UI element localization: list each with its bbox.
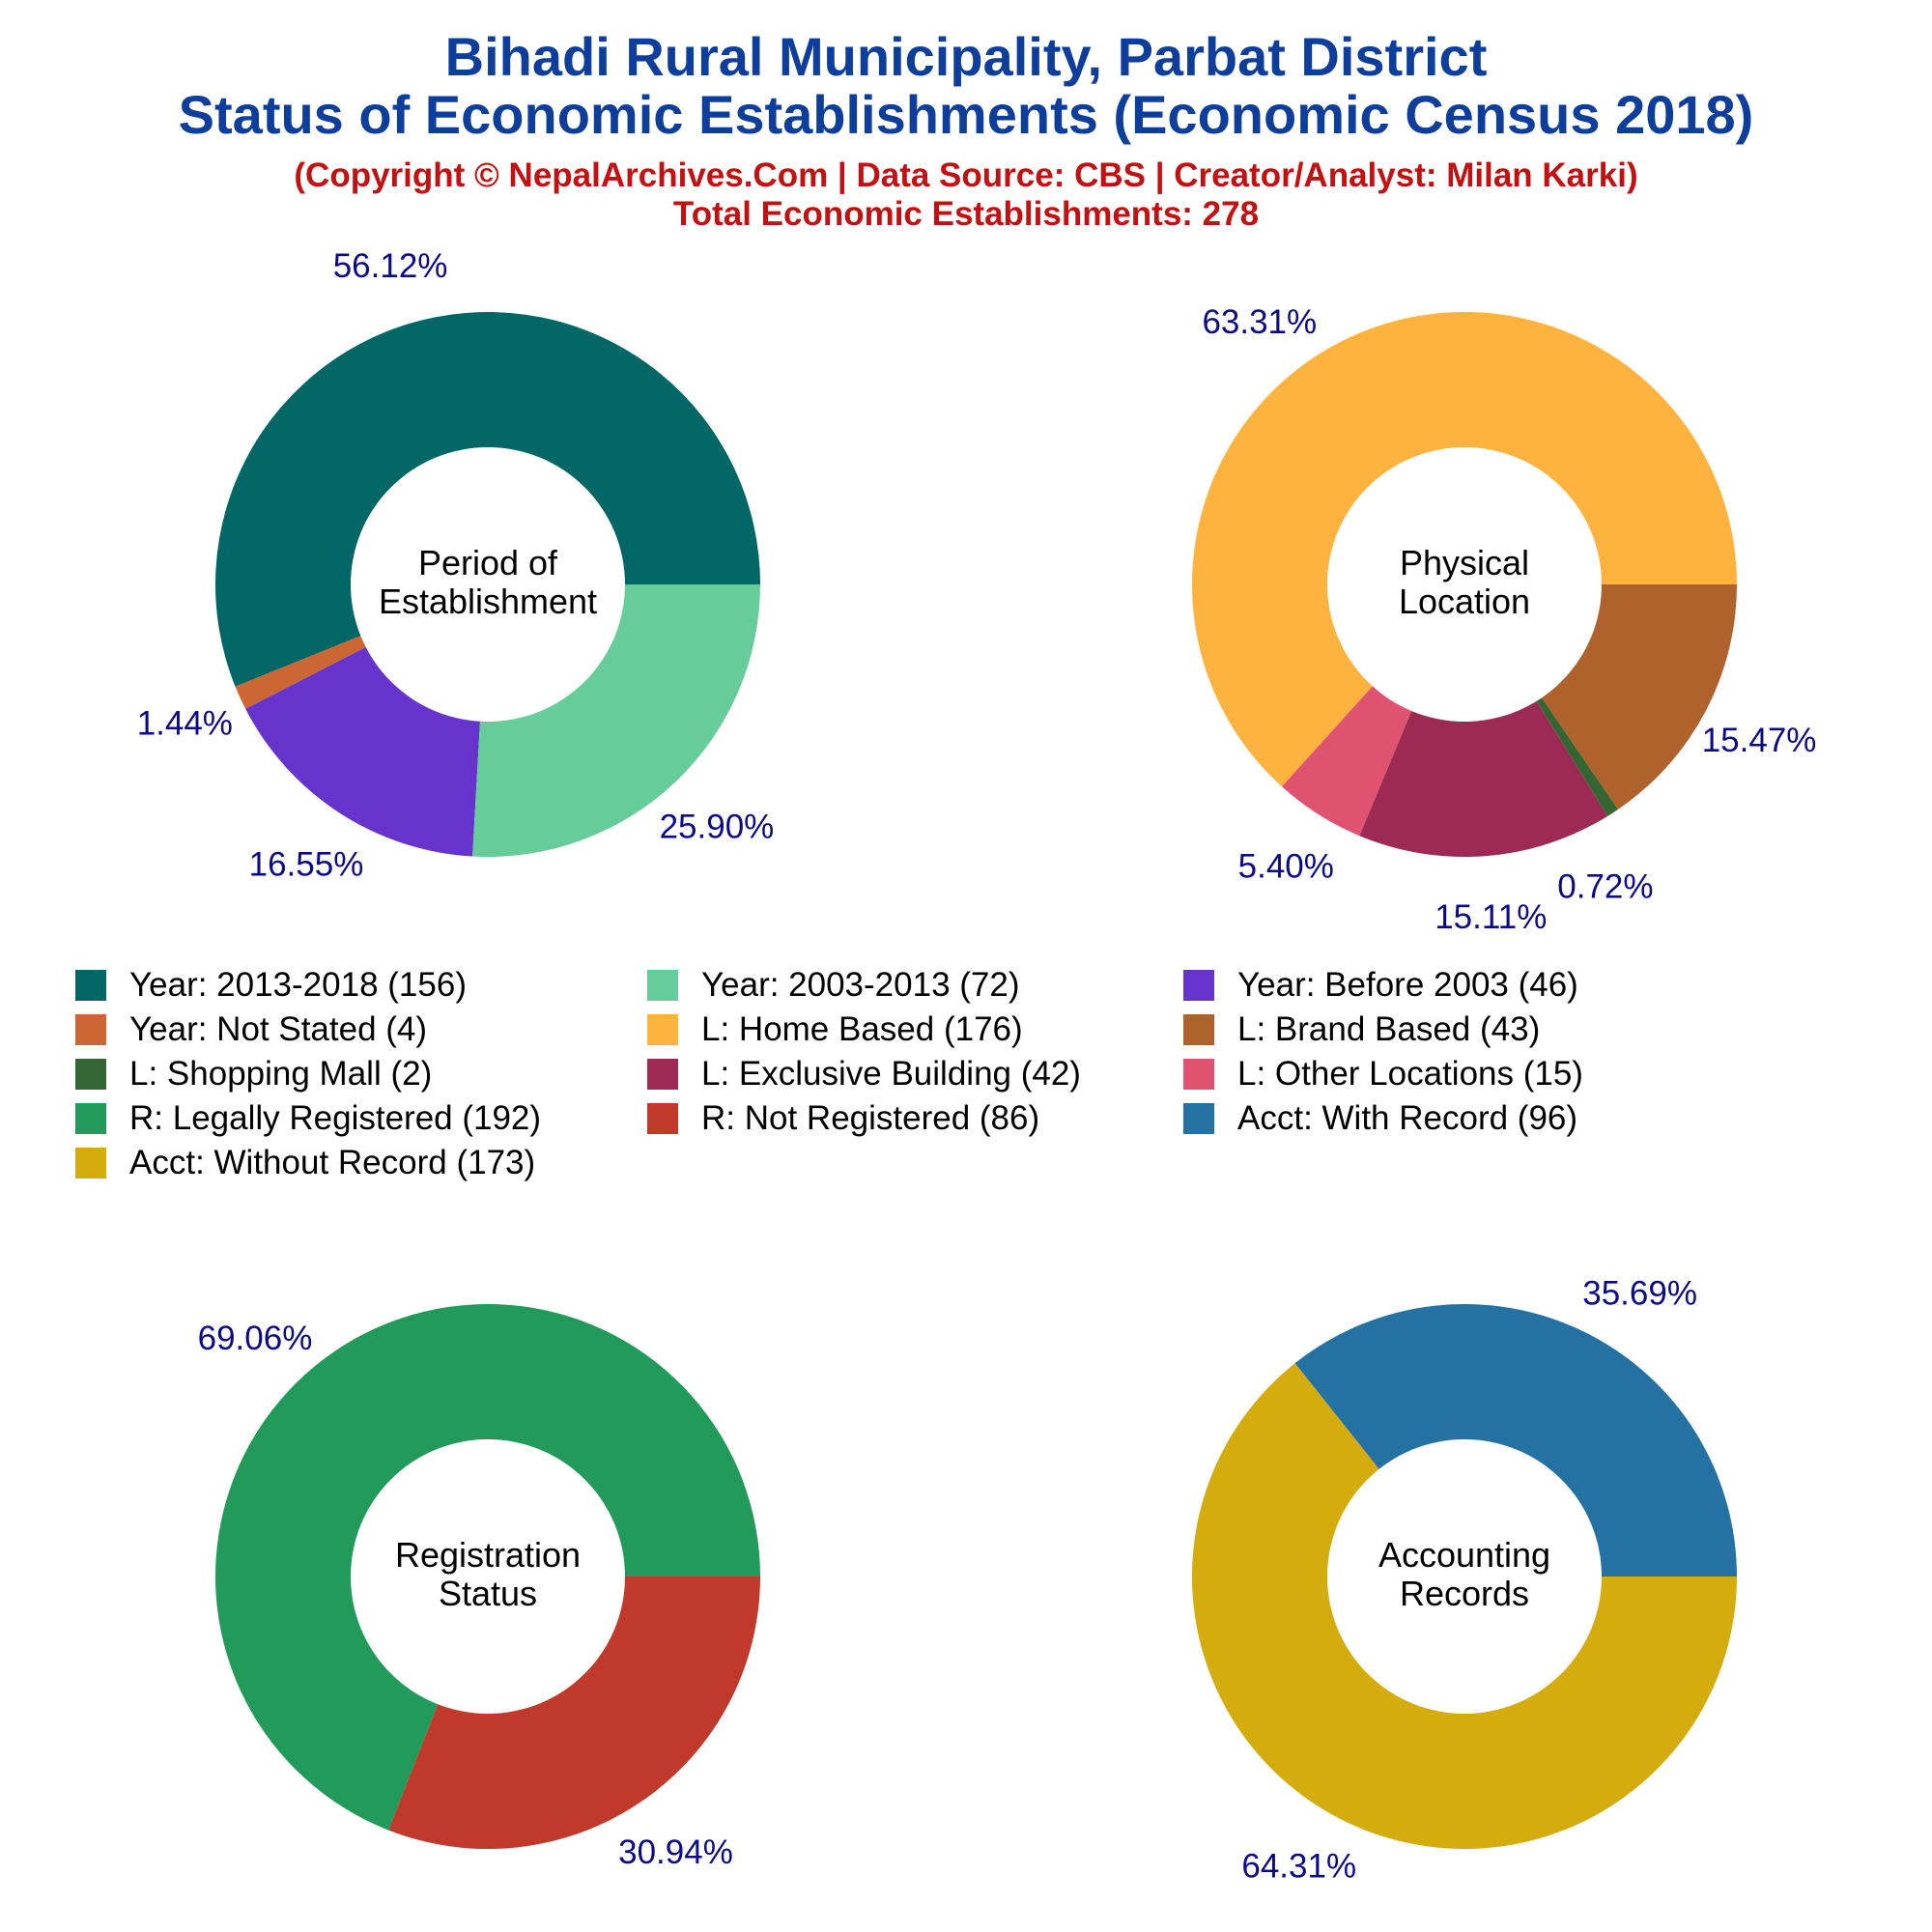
legend-item: R: Not Registered (86) xyxy=(647,1099,1039,1138)
chart-title-line2: Status of Economic Establishments (Econo… xyxy=(178,84,1754,145)
pct-label-year-2013-2018: 56.12% xyxy=(333,247,448,285)
donut-center-label: Accounting xyxy=(1378,1535,1550,1575)
pct-label-l-exclusive-building: 15.11% xyxy=(1435,898,1547,936)
pct-label-year-before-2003: 16.55% xyxy=(249,845,364,883)
slice-l-exclusive-building xyxy=(1359,584,1608,857)
pct-label-l-shopping-mall: 0.72% xyxy=(1557,868,1653,906)
slice-acct-with-record xyxy=(1294,1303,1737,1577)
legend-item: Year: Before 2003 (46) xyxy=(1183,966,1578,1005)
legend-label: R: Legally Registered (192) xyxy=(129,1099,542,1137)
legend-swatch xyxy=(75,970,106,1001)
legend-item: L: Home Based (176) xyxy=(647,1010,1023,1049)
legend-swatch xyxy=(647,970,678,1001)
donut-hole xyxy=(351,1439,625,1714)
pct-label-r-not-registered: 30.94% xyxy=(618,1833,733,1871)
pct-label-year-2003-2013: 25.90% xyxy=(660,809,775,846)
legend-swatch xyxy=(75,1148,106,1179)
legend-swatch xyxy=(647,1014,678,1045)
legend-item: R: Legally Registered (192) xyxy=(75,1099,541,1138)
legend-swatch xyxy=(647,1103,678,1134)
legend-label: L: Home Based (176) xyxy=(701,1010,1023,1048)
donut-center-label: Records xyxy=(1400,1574,1529,1613)
donut-center-label: Physical xyxy=(1400,543,1529,582)
donut-hole xyxy=(1327,1439,1602,1714)
pct-label-acct-without-record: 64.31% xyxy=(1241,1847,1356,1885)
chart-title-line1: Bihadi Rural Municipality, Parbat Distri… xyxy=(444,26,1488,87)
legend-item: L: Shopping Mall (2) xyxy=(75,1055,432,1094)
pct-label-year-not-stated: 1.44% xyxy=(137,705,233,743)
legend-label: L: Other Locations (15) xyxy=(1237,1055,1583,1093)
pct-label-acct-with-record: 35.69% xyxy=(1582,1275,1697,1313)
legend-label: Year: 2003-2013 (72) xyxy=(701,966,1020,1004)
legend-label: Year: 2013-2018 (156) xyxy=(129,966,467,1004)
legend-label: Acct: With Record (96) xyxy=(1237,1099,1578,1137)
donut-center-label: Establishment xyxy=(379,582,597,621)
donut-center-label: Period of xyxy=(418,543,558,582)
legend-label: L: Brand Based (43) xyxy=(1237,1010,1541,1048)
legend-label: L: Exclusive Building (42) xyxy=(701,1055,1081,1093)
legend-label: Acct: Without Record (173) xyxy=(129,1144,536,1181)
legend-item: Year: Not Stated (4) xyxy=(75,1010,427,1049)
donut-center-label: Status xyxy=(439,1574,537,1613)
legend-item: L: Brand Based (43) xyxy=(1183,1010,1540,1049)
legend-swatch xyxy=(647,1059,678,1090)
legend-swatch xyxy=(1183,1014,1214,1045)
legend-item: Acct: With Record (96) xyxy=(1183,1099,1577,1138)
pct-label-l-other-locations: 5.40% xyxy=(1238,847,1334,885)
legend-item: Year: 2003-2013 (72) xyxy=(647,966,1020,1005)
legend-label: L: Shopping Mall (2) xyxy=(129,1055,433,1093)
legend-swatch xyxy=(1183,1103,1214,1134)
legend-item: Year: 2013-2018 (156) xyxy=(75,966,467,1005)
copyright-subtitle: (Copyright © NepalArchives.Com | Data So… xyxy=(294,156,1638,194)
donut-hole xyxy=(1327,447,1602,722)
legend-item: L: Other Locations (15) xyxy=(1183,1055,1583,1094)
pct-label-r-legally-registered: 69.06% xyxy=(198,1320,313,1357)
legend-swatch xyxy=(1183,970,1214,1001)
legend-label: R: Not Registered (86) xyxy=(701,1099,1040,1137)
legend-item: L: Exclusive Building (42) xyxy=(647,1055,1081,1094)
donut-center-label: Registration xyxy=(395,1535,581,1575)
legend-label: Year: Before 2003 (46) xyxy=(1237,966,1578,1004)
pct-label-l-home-based: 63.31% xyxy=(1202,303,1317,341)
legend-swatch xyxy=(1183,1059,1214,1090)
legend-swatch xyxy=(75,1014,106,1045)
legend-item: Acct: Without Record (173) xyxy=(75,1144,535,1182)
pct-label-l-brand-based: 15.47% xyxy=(1702,722,1817,759)
donut-hole xyxy=(351,447,625,722)
legend-label: Year: Not Stated (4) xyxy=(129,1010,428,1048)
legend-swatch xyxy=(75,1103,106,1134)
legend-swatch xyxy=(75,1059,106,1090)
donut-center-label: Location xyxy=(1399,582,1530,621)
total-establishments-subtitle: Total Economic Establishments: 278 xyxy=(672,195,1260,233)
